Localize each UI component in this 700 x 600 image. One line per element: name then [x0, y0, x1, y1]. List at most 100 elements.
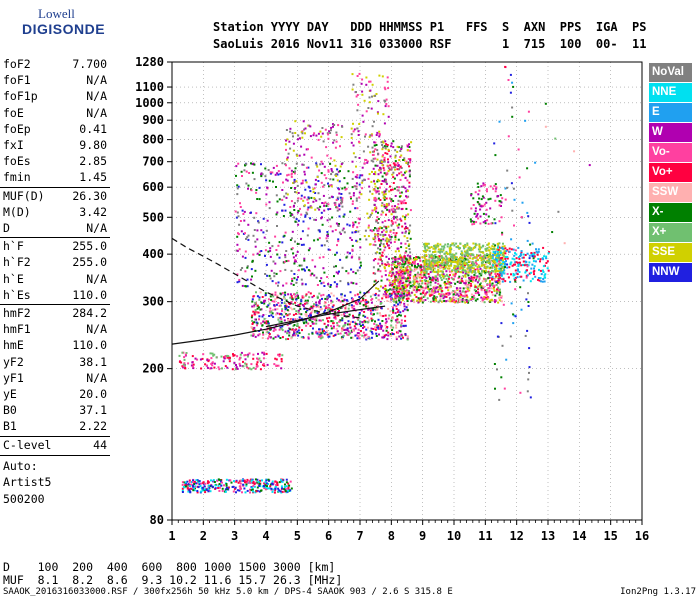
echo-point — [403, 284, 406, 287]
echo-point — [305, 301, 308, 304]
echo-point — [356, 207, 359, 210]
echo-point — [399, 156, 402, 158]
echo-point — [280, 479, 283, 481]
echo-point — [352, 171, 355, 174]
echo-point — [397, 292, 400, 295]
echo-point — [342, 227, 345, 230]
echo-point — [344, 322, 347, 324]
echo-point — [394, 261, 397, 264]
echo-point — [263, 321, 266, 324]
echo-point — [399, 273, 402, 275]
echo-point — [208, 489, 211, 492]
echo-point — [402, 336, 404, 339]
echo-point — [307, 201, 310, 204]
echo-point — [192, 481, 194, 484]
echo-point — [391, 205, 394, 208]
echo-point — [369, 190, 371, 193]
echo-point — [537, 258, 540, 260]
echo-point — [309, 325, 312, 327]
echo-point — [377, 326, 380, 329]
echo-point — [432, 268, 434, 271]
echo-point — [463, 266, 466, 269]
echo-point — [403, 263, 406, 266]
echo-point — [387, 244, 390, 247]
echo-point — [290, 175, 293, 178]
echo-point — [387, 167, 390, 170]
echo-point — [468, 264, 471, 267]
echo-point — [480, 205, 483, 208]
echo-point — [337, 308, 339, 310]
echo-point — [385, 329, 388, 332]
echo-point — [302, 199, 305, 202]
echo-point — [426, 267, 429, 270]
echo-point — [383, 145, 386, 148]
echo-point — [375, 144, 378, 146]
echo-point — [395, 331, 398, 334]
echo-point — [543, 255, 546, 258]
echo-point — [244, 491, 247, 494]
echo-point — [533, 265, 536, 268]
echo-point — [387, 87, 390, 90]
echo-point — [262, 231, 265, 234]
echo-point — [534, 275, 537, 278]
echo-point — [264, 486, 267, 489]
echo-point — [399, 279, 402, 282]
echo-point — [497, 277, 500, 280]
echo-point — [547, 252, 550, 255]
echo-point — [449, 247, 452, 249]
echo-point — [474, 246, 477, 249]
echo-point — [539, 269, 542, 272]
param-label: yE — [3, 387, 17, 401]
echo-point — [435, 287, 438, 289]
echo-point — [371, 146, 374, 149]
echo-point — [328, 332, 331, 335]
echo-point — [350, 256, 353, 259]
echo-point — [292, 252, 295, 255]
echo-point — [293, 262, 296, 265]
echo-point — [427, 285, 430, 288]
echo-point — [398, 335, 401, 338]
echo-point — [235, 364, 237, 366]
echo-point — [338, 180, 341, 183]
echo-point — [442, 267, 445, 270]
x-tick-label: 5 — [294, 529, 301, 543]
echo-point — [296, 291, 299, 294]
echo-point — [479, 215, 482, 218]
echo-point — [287, 313, 290, 316]
echo-point — [307, 166, 310, 169]
echo-point — [353, 325, 356, 328]
echo-point — [477, 258, 479, 261]
echo-point — [416, 299, 419, 302]
echo-point — [347, 307, 350, 310]
echo-point — [350, 133, 353, 136]
echo-point — [244, 164, 246, 167]
echo-point — [496, 368, 498, 371]
echo-point — [351, 306, 354, 309]
echo-point — [267, 337, 269, 340]
echo-point — [482, 244, 485, 247]
echo-point — [359, 330, 362, 332]
echo-point — [303, 128, 306, 131]
echo-point — [441, 273, 444, 276]
echo-point — [246, 481, 249, 484]
echo-point — [537, 277, 540, 279]
echo-point — [360, 309, 363, 312]
echo-point — [289, 489, 292, 492]
echo-point — [431, 258, 434, 261]
echo-point — [408, 230, 411, 233]
echo-point — [317, 311, 320, 314]
echo-point — [406, 338, 409, 341]
echo-point — [289, 296, 292, 299]
echo-point — [295, 153, 298, 156]
echo-point — [307, 269, 310, 272]
echo-point — [407, 257, 410, 260]
echo-point — [271, 490, 274, 493]
echo-point — [424, 293, 427, 296]
echo-point — [181, 365, 184, 368]
echo-point — [370, 336, 373, 339]
echo-point — [346, 223, 349, 226]
echo-point — [381, 202, 384, 205]
echo-point — [383, 160, 386, 163]
echo-point — [280, 301, 283, 304]
echo-point — [527, 264, 530, 267]
